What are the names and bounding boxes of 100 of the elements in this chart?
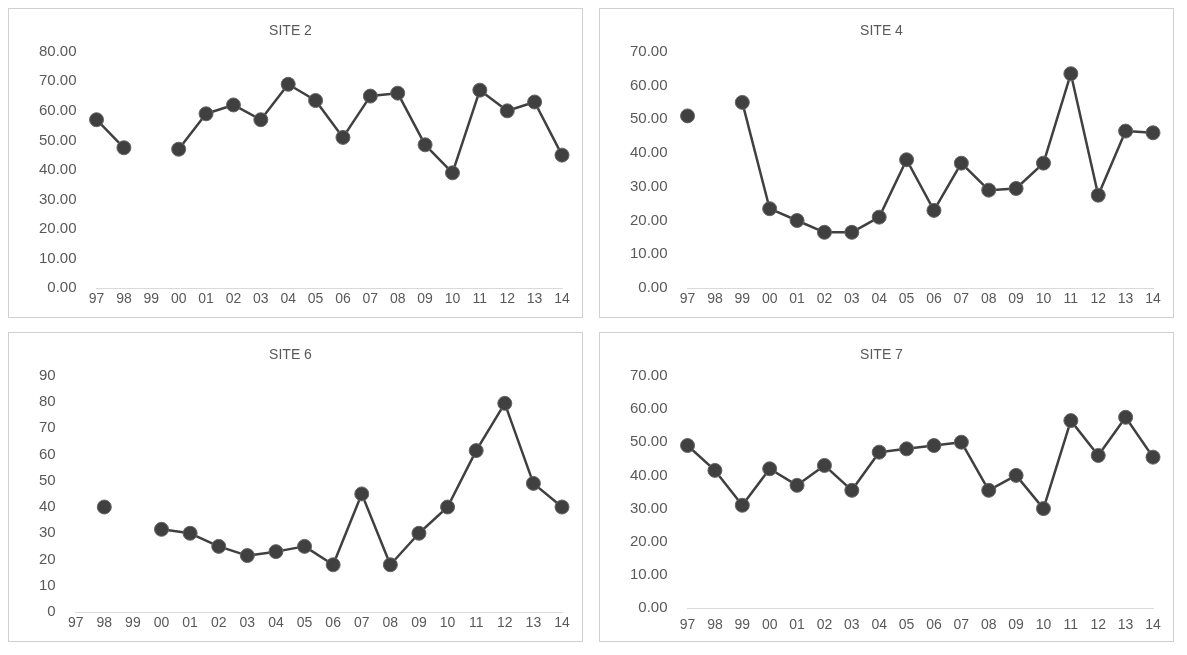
x-tick-label: 06 xyxy=(325,614,342,631)
x-tick-label: 99 xyxy=(125,614,141,631)
y-tick-label: 40.00 xyxy=(38,160,77,178)
chart-title: SITE 4 xyxy=(860,22,904,39)
point xyxy=(198,106,214,122)
x-tick-label: 05 xyxy=(296,614,313,631)
chart-title: SITE 2 xyxy=(269,22,313,39)
x-tick-label: 97 xyxy=(679,290,696,307)
point xyxy=(1090,187,1106,203)
x-tick-label: 05 xyxy=(898,616,915,633)
x-tick-label: 98 xyxy=(116,290,132,307)
x-tick-label: 03 xyxy=(239,614,256,631)
x-tick-label: 08 xyxy=(382,614,399,631)
x-tick-label: 10 xyxy=(439,614,456,631)
point xyxy=(354,486,370,502)
point xyxy=(981,482,997,498)
chart-title: SITE 7 xyxy=(860,346,904,363)
point xyxy=(707,462,723,478)
point xyxy=(96,499,112,515)
x-tick-label: 14 xyxy=(554,290,570,307)
x-tick-label: 00 xyxy=(761,290,778,307)
point xyxy=(762,461,778,477)
point xyxy=(527,94,543,110)
x-tick-label: 12 xyxy=(497,614,513,631)
point xyxy=(680,108,696,124)
point xyxy=(1063,413,1079,429)
y-tick-label: 90 xyxy=(39,365,56,383)
x-tick-label: 13 xyxy=(526,290,543,307)
point xyxy=(1118,409,1134,425)
x-tick-label: 00 xyxy=(761,616,778,633)
point xyxy=(899,441,915,457)
x-tick-label: 09 xyxy=(1008,290,1025,307)
point xyxy=(762,201,778,217)
point xyxy=(844,482,860,498)
x-tick-label: 05 xyxy=(307,290,324,307)
x-tick-label: 07 xyxy=(953,290,970,307)
x-tick-label: 13 xyxy=(1117,290,1134,307)
point xyxy=(225,97,241,113)
x-tick-label: 14 xyxy=(554,614,570,631)
x-tick-label: 09 xyxy=(1008,616,1025,633)
x-tick-label: 02 xyxy=(816,616,833,633)
x-tick-label: 97 xyxy=(67,614,84,631)
x-tick-label: 01 xyxy=(789,290,806,307)
point xyxy=(280,76,296,92)
x-tick-label: 04 xyxy=(280,290,297,307)
y-tick-label: 20.00 xyxy=(38,219,77,237)
y-tick-label: 60.00 xyxy=(629,399,668,417)
x-tick-label: 01 xyxy=(198,290,215,307)
x-tick-label: 98 xyxy=(96,614,113,631)
point xyxy=(268,544,284,560)
point xyxy=(844,224,860,240)
y-tick-label: 20.00 xyxy=(629,531,668,549)
point xyxy=(953,155,969,171)
point xyxy=(816,457,832,473)
x-tick-label: 10 xyxy=(1035,616,1052,633)
point xyxy=(554,147,570,163)
x-tick-label: 06 xyxy=(926,616,942,633)
x-tick-label: 01 xyxy=(789,616,806,633)
y-tick-label: 20 xyxy=(39,549,56,567)
x-tick-label: 99 xyxy=(734,616,751,633)
chart-title: SITE 6 xyxy=(269,346,313,363)
x-tick-label: 10 xyxy=(1035,290,1052,307)
y-tick-label: 80 xyxy=(39,392,56,410)
x-tick-label: 13 xyxy=(525,614,542,631)
point xyxy=(362,88,378,104)
y-tick-label: 10.00 xyxy=(629,244,668,262)
x-tick-label: 12 xyxy=(499,290,516,307)
x-tick-label: 06 xyxy=(926,290,942,307)
x-tick-label: 97 xyxy=(88,290,105,307)
point xyxy=(789,477,805,493)
point xyxy=(239,548,255,564)
point xyxy=(1008,180,1024,196)
x-tick-label: 03 xyxy=(844,290,860,307)
point xyxy=(297,538,313,554)
point xyxy=(816,224,832,240)
point xyxy=(390,85,406,101)
x-tick-label: 03 xyxy=(253,290,269,307)
x-tick-label: 04 xyxy=(871,616,888,633)
point xyxy=(1145,449,1161,465)
y-tick-label: 70.00 xyxy=(629,41,668,59)
point xyxy=(154,521,170,537)
x-tick-label: 06 xyxy=(335,290,351,307)
x-tick-label: 14 xyxy=(1145,290,1161,307)
point xyxy=(525,475,541,491)
x-tick-label: 12 xyxy=(1090,290,1107,307)
point xyxy=(116,140,132,156)
y-tick-label: 80.00 xyxy=(38,41,77,59)
x-tick-label: 08 xyxy=(389,290,406,307)
point xyxy=(182,525,198,541)
x-tick-label: 09 xyxy=(411,614,427,631)
y-tick-label: 30 xyxy=(39,523,56,541)
point xyxy=(325,557,341,573)
point xyxy=(308,93,324,109)
point xyxy=(1145,125,1161,141)
x-tick-label: 99 xyxy=(734,290,751,307)
x-tick-label: 02 xyxy=(816,290,833,307)
x-tick-label: 99 xyxy=(143,290,160,307)
y-tick-label: 50.00 xyxy=(629,109,668,127)
x-tick-label: 98 xyxy=(707,616,723,633)
point xyxy=(680,438,696,454)
